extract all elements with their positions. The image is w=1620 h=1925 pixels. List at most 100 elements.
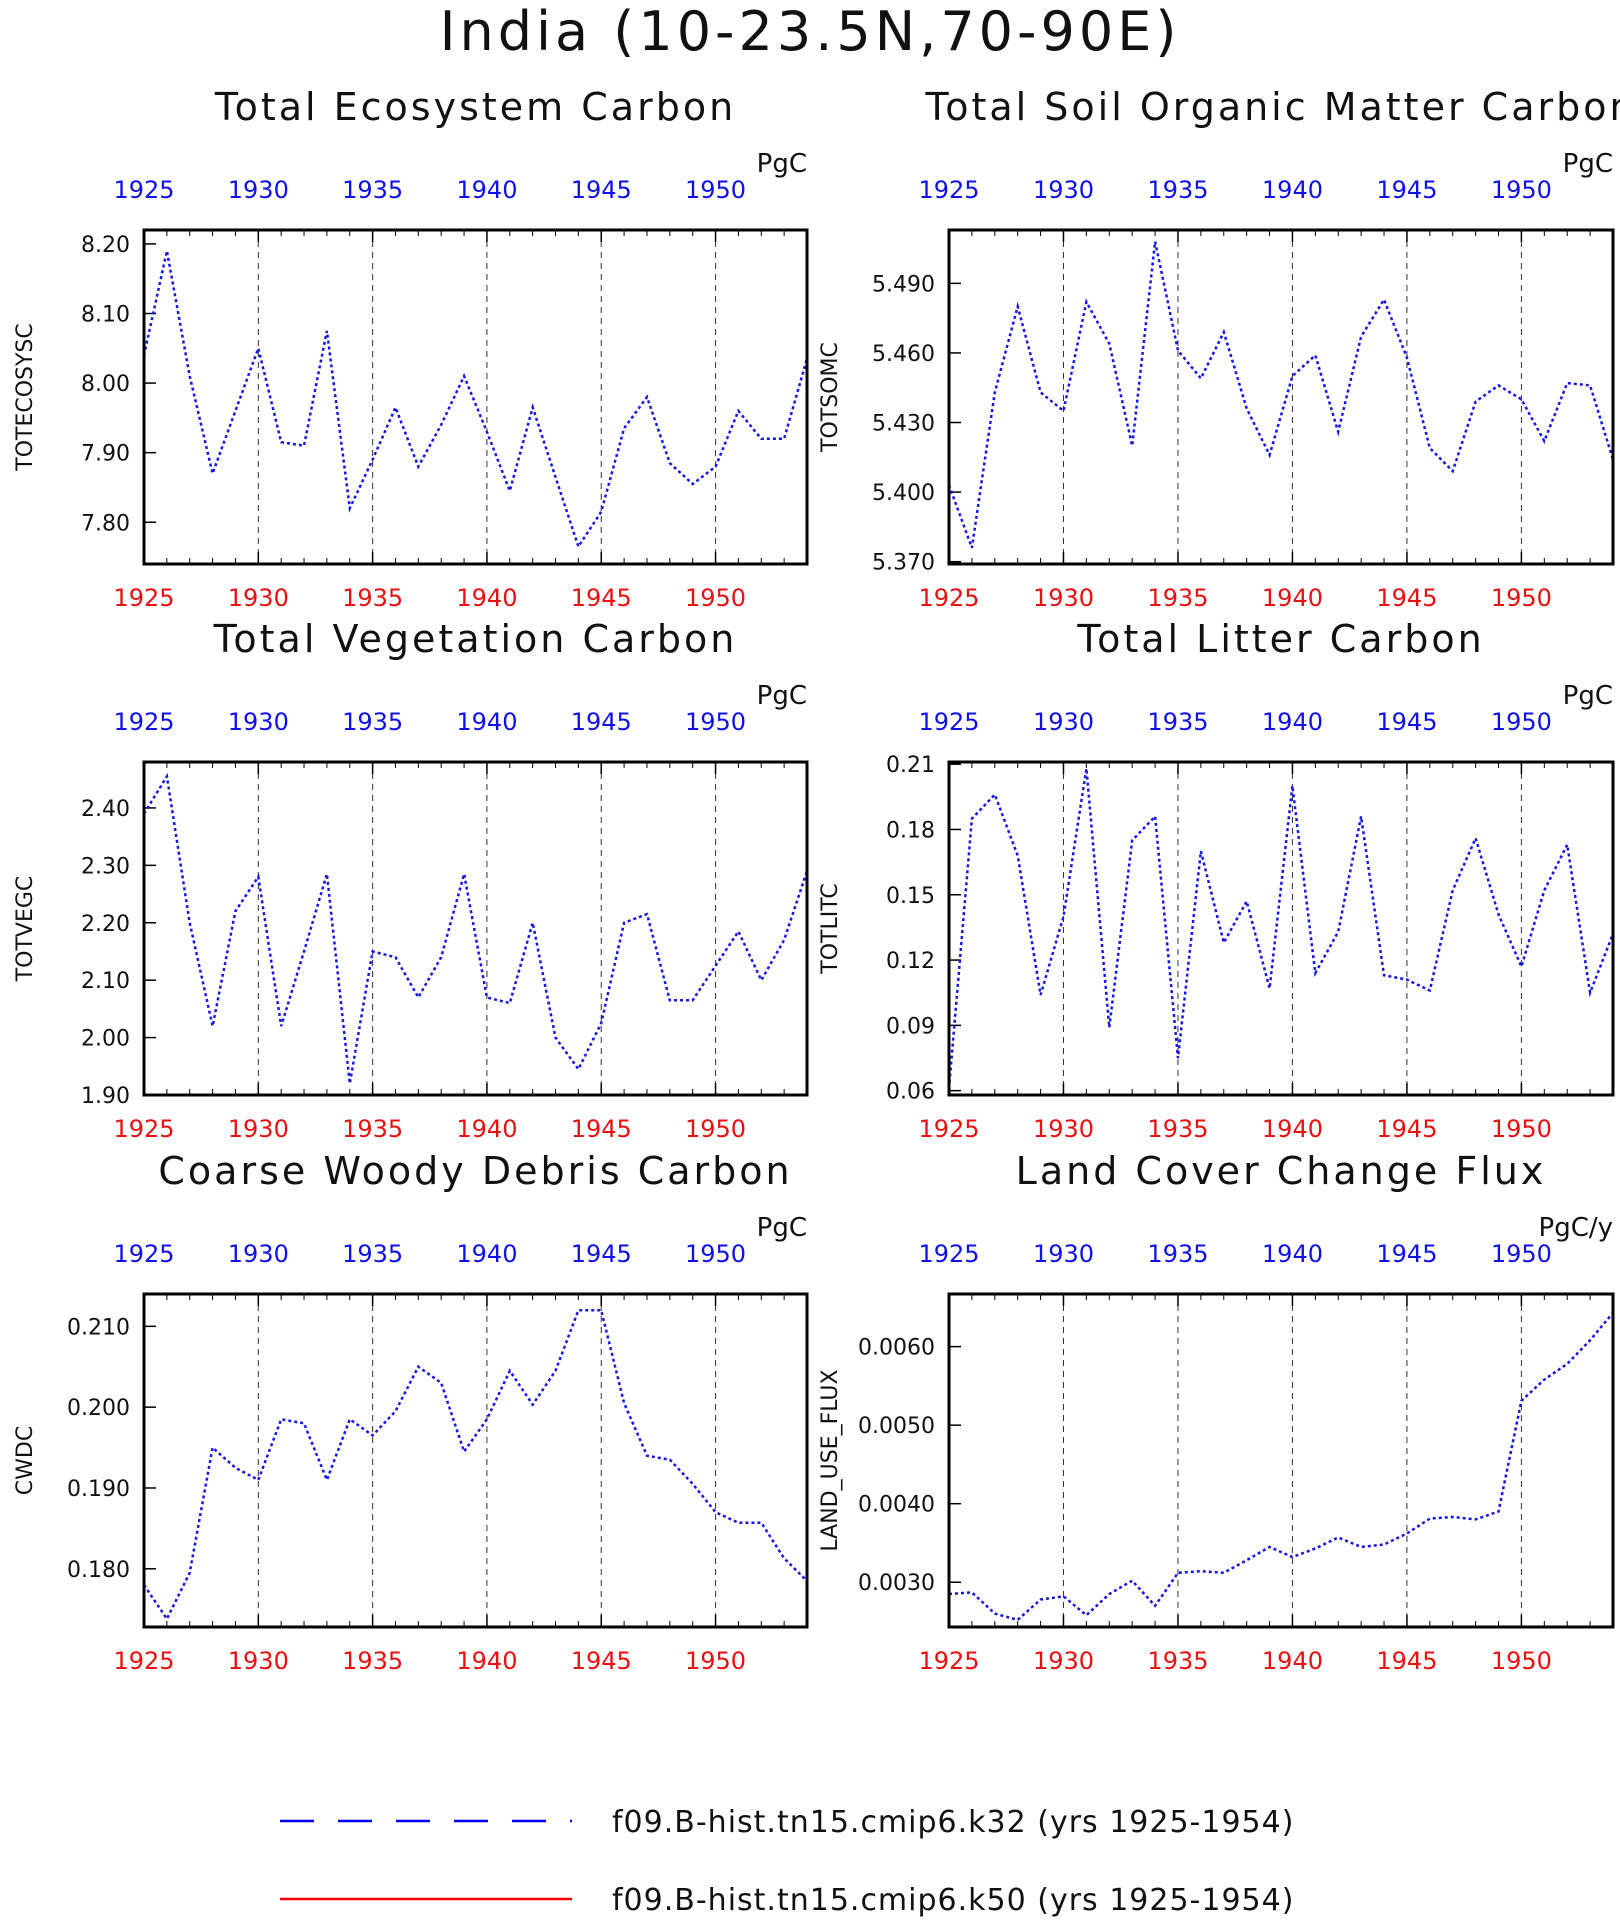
data-point [1107, 1026, 1111, 1030]
y-tick-label: 5.490 [872, 272, 935, 297]
panel-title: Total Litter Carbon [1076, 617, 1484, 661]
data-point [1199, 849, 1203, 853]
data-point [1313, 1547, 1317, 1551]
x-tick-label-bottom: 1940 [1262, 1647, 1323, 1675]
y-tick-label: 5.460 [872, 342, 935, 367]
x-tick-label-bottom: 1930 [1033, 1115, 1094, 1143]
data-point [1084, 1613, 1088, 1617]
y-axis-label: TOTLITC [818, 883, 843, 974]
x-tick-label-bottom: 1935 [1147, 1115, 1208, 1143]
data-point [691, 482, 695, 486]
data-point [1062, 409, 1066, 413]
data-point [736, 409, 740, 413]
chart-panel-2: Total Vegetation Carbon PgC 1925 1925 1930 19… [13, 617, 809, 1143]
x-tick-label-bottom: 1925 [113, 584, 174, 612]
data-point [1497, 1510, 1501, 1514]
data-point [1588, 383, 1592, 387]
x-tick-label-bottom: 1925 [918, 1647, 979, 1675]
x-tick-label-bottom: 1945 [571, 584, 632, 612]
data-point [394, 1409, 398, 1413]
data-point [211, 1446, 215, 1450]
data-point [970, 1590, 974, 1594]
series-line [947, 241, 1615, 549]
data-point [1565, 843, 1569, 847]
y-tick-label: 0.21 [886, 753, 935, 778]
data-point [508, 489, 512, 493]
data-point [1382, 298, 1386, 302]
y-axis-label: TOTSOMC [818, 342, 843, 453]
x-tick-label-top: 1930 [228, 708, 289, 736]
y-tick-label: 0.0050 [858, 1414, 935, 1439]
data-point [599, 1021, 603, 1025]
units-label: PgC/y [1539, 1213, 1613, 1243]
data-point [1565, 1362, 1569, 1366]
y-tick-label: 2.00 [81, 1027, 130, 1052]
data-point [1268, 453, 1272, 457]
x-tick-label-top: 1935 [1147, 1240, 1208, 1268]
x-tick-label-top: 1950 [685, 708, 746, 736]
data-point [668, 998, 672, 1002]
data-point [1405, 1532, 1409, 1536]
chart-panel-3: Total Litter Carbon PgC 1925 1925 1930 1930 19… [818, 617, 1615, 1143]
data-point [1016, 1618, 1020, 1622]
x-tick-label-top: 1940 [456, 1240, 517, 1268]
x-tick-label-bottom: 1940 [1262, 584, 1323, 612]
y-tick-label: 2.20 [81, 912, 130, 937]
data-point [1451, 1515, 1455, 1519]
x-tick-label-bottom: 1935 [342, 1647, 403, 1675]
data-point [1153, 814, 1157, 818]
data-point [1405, 356, 1409, 360]
data-point [782, 1556, 786, 1560]
y-tick-label: 0.210 [67, 1315, 130, 1340]
y-tick-label: 0.12 [886, 949, 935, 974]
x-tick-label-top: 1950 [685, 1240, 746, 1268]
data-point [645, 912, 649, 916]
chart-main-title: India (10-23.5N,70-90E) [439, 0, 1181, 63]
x-tick-label-top: 1930 [228, 176, 289, 204]
data-point [736, 1521, 740, 1525]
chart-panel-4: Coarse Woody Debris Carbon PgC 1925 1925 193… [13, 1149, 809, 1675]
x-tick-label-top: 1945 [571, 1240, 632, 1268]
x-tick-label-top: 1950 [1491, 708, 1552, 736]
data-point [1107, 1592, 1111, 1596]
data-point [1153, 240, 1157, 244]
x-tick-label-top: 1945 [1376, 708, 1437, 736]
data-point [1130, 838, 1134, 842]
data-point [1084, 767, 1088, 771]
units-label: PgC [1563, 149, 1613, 179]
y-tick-label: 2.40 [81, 797, 130, 822]
x-tick-label-bottom: 1945 [571, 1647, 632, 1675]
data-point [1428, 446, 1432, 450]
data-point [576, 1308, 580, 1312]
x-tick-label-top: 1925 [918, 1240, 979, 1268]
units-label: PgC [757, 149, 807, 179]
data-point [1039, 390, 1043, 394]
y-tick-label: 2.30 [81, 854, 130, 879]
x-tick-label-bottom: 1935 [342, 584, 403, 612]
data-point [394, 955, 398, 959]
data-point [782, 938, 786, 942]
data-point [599, 510, 603, 514]
panel-title: Total Soil Organic Matter Carbon [924, 85, 1620, 129]
x-tick-label-top: 1925 [113, 1240, 174, 1268]
data-point [714, 1510, 718, 1514]
series-line [947, 768, 1615, 1089]
x-tick-label-bottom: 1935 [1147, 584, 1208, 612]
series-line [142, 250, 809, 550]
x-tick-label-bottom: 1935 [1147, 1647, 1208, 1675]
data-point [531, 405, 535, 409]
data-point [1542, 439, 1546, 443]
data-point [188, 374, 192, 378]
x-tick-label-bottom: 1950 [685, 584, 746, 612]
chart-panel-1: Total Soil Organic Matter Carbon PgC 1925 1… [818, 85, 1620, 612]
data-point [599, 1308, 603, 1312]
data-point [1176, 1056, 1180, 1060]
plot-frame [947, 760, 1615, 1097]
x-tick-label-bottom: 1950 [685, 1647, 746, 1675]
x-tick-label-bottom: 1945 [1376, 1647, 1437, 1675]
x-tick-label-top: 1935 [342, 1240, 403, 1268]
y-tick-label: 8.20 [81, 233, 130, 258]
x-tick-label-top: 1935 [1147, 176, 1208, 204]
x-tick-label-bottom: 1945 [1376, 584, 1437, 612]
